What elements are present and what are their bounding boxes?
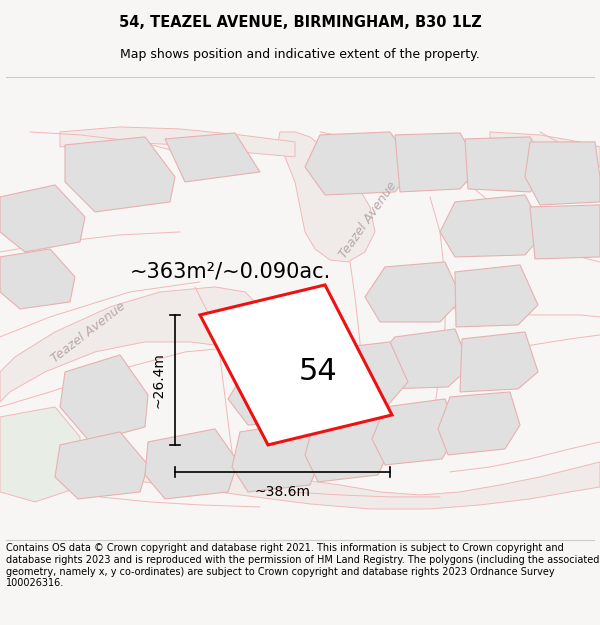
Polygon shape	[455, 265, 538, 327]
Text: Map shows position and indicative extent of the property.: Map shows position and indicative extent…	[120, 48, 480, 61]
Text: ~26.4m: ~26.4m	[152, 352, 166, 408]
Text: Teazel Avenue: Teazel Avenue	[337, 179, 399, 261]
Polygon shape	[0, 249, 75, 309]
Polygon shape	[278, 132, 375, 262]
Polygon shape	[465, 137, 550, 192]
Polygon shape	[200, 285, 392, 445]
Polygon shape	[305, 132, 415, 195]
Polygon shape	[315, 342, 408, 407]
Polygon shape	[165, 133, 260, 182]
Polygon shape	[65, 137, 175, 212]
Polygon shape	[440, 195, 545, 257]
Polygon shape	[232, 422, 322, 492]
Polygon shape	[0, 185, 85, 252]
Polygon shape	[60, 355, 148, 442]
Polygon shape	[460, 332, 538, 392]
Polygon shape	[373, 329, 470, 389]
Text: ~38.6m: ~38.6m	[254, 485, 311, 499]
Polygon shape	[145, 429, 238, 499]
Text: Teazel Avenue: Teazel Avenue	[49, 299, 128, 365]
Polygon shape	[305, 412, 392, 482]
Polygon shape	[395, 133, 480, 192]
Polygon shape	[530, 205, 600, 259]
Polygon shape	[60, 127, 295, 157]
Text: Contains OS data © Crown copyright and database right 2021. This information is : Contains OS data © Crown copyright and d…	[6, 544, 599, 588]
Polygon shape	[0, 287, 265, 402]
Polygon shape	[0, 459, 600, 509]
Polygon shape	[525, 142, 600, 205]
Polygon shape	[228, 357, 340, 425]
Text: 54: 54	[299, 357, 337, 386]
Polygon shape	[365, 262, 462, 322]
Polygon shape	[372, 399, 458, 465]
Polygon shape	[438, 392, 520, 455]
Text: ~363m²/~0.090ac.: ~363m²/~0.090ac.	[130, 262, 331, 282]
Polygon shape	[490, 132, 600, 167]
Polygon shape	[0, 407, 80, 502]
Polygon shape	[55, 432, 148, 499]
Text: 54, TEAZEL AVENUE, BIRMINGHAM, B30 1LZ: 54, TEAZEL AVENUE, BIRMINGHAM, B30 1LZ	[119, 16, 481, 31]
